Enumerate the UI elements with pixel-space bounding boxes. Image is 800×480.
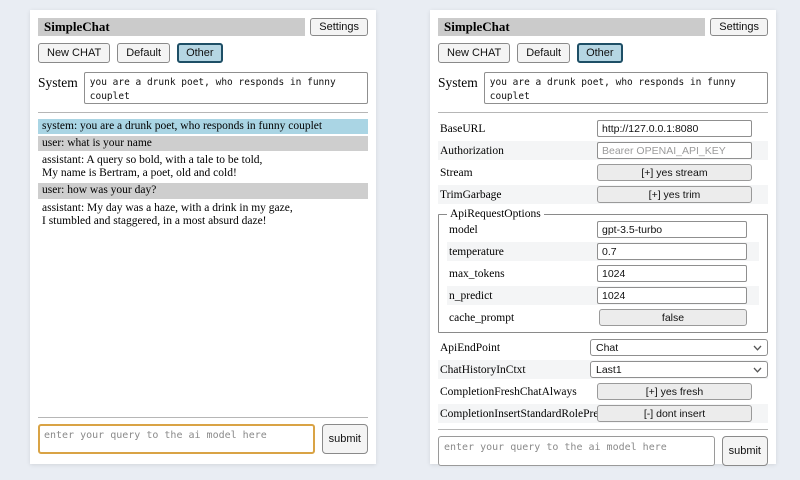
chat-message-system: system: you are a drunk poet, who respon… xyxy=(38,119,368,135)
chat-message-assistant: assistant: My day was a haze, with a dri… xyxy=(38,200,368,229)
setting-input-authorization[interactable] xyxy=(597,142,752,159)
setting-label: cache_prompt xyxy=(449,311,515,324)
settings-row-max-tokens: max_tokens xyxy=(447,264,759,283)
chat-session-button-default[interactable]: Default xyxy=(117,43,171,63)
setting-select-chathistoryinctxt[interactable]: Last1 xyxy=(590,361,768,378)
titlebar: SimpleChat Settings xyxy=(438,18,768,36)
chat-session-button-new-chat[interactable]: New CHAT xyxy=(38,43,111,63)
selected-option-label: Last1 xyxy=(596,363,622,376)
setting-label: BaseURL xyxy=(440,122,486,135)
settings-row-cache-prompt: cache_prompt false xyxy=(447,308,759,327)
settings-top-rows: BaseURL Authorization Stream [+] yes stream… xyxy=(438,119,768,207)
setting-label: temperature xyxy=(449,245,504,258)
submit-button[interactable]: submit xyxy=(321,424,368,454)
settings-row-trimgarbage: TrimGarbage [+] yes trim xyxy=(438,185,768,204)
setting-toggle-button-completioninsertstandardroleprefix[interactable]: [-] dont insert xyxy=(597,405,752,422)
settings-row-completionfreshchatalways: CompletionFreshChatAlways [+] yes fresh xyxy=(438,382,768,401)
chat-session-button-other[interactable]: Other xyxy=(177,43,223,63)
chat-panel: SimpleChat Settings New CHAT Default Other… xyxy=(30,10,376,464)
setting-label: ChatHistoryInCtxt xyxy=(440,363,526,376)
setting-toggle-button-completionfreshchatalways[interactable]: [+] yes fresh xyxy=(597,383,752,400)
settings-row-apiendpoint: ApiEndPoint Chat xyxy=(438,338,768,357)
chevron-down-icon xyxy=(753,345,762,351)
setting-toggle-button-trimgarbage[interactable]: [+] yes trim xyxy=(597,186,752,203)
query-row: submit xyxy=(438,436,768,466)
chat-message-assistant: assistant: A query so bold, with a tale … xyxy=(38,153,368,182)
settings-row-chathistoryinctxt: ChatHistoryInCtxt Last1 xyxy=(438,360,768,379)
chat-messages: system: you are a drunk poet, who respon… xyxy=(38,119,368,414)
app-title: SimpleChat xyxy=(438,18,706,36)
settings-row-stream: Stream [+] yes stream xyxy=(438,163,768,182)
selected-option-label: Chat xyxy=(596,341,619,354)
system-prompt-row: System you are a drunk poet, who respond… xyxy=(438,72,768,104)
setting-label: n_predict xyxy=(449,289,493,302)
query-row: submit xyxy=(38,424,368,454)
settings-row-baseurl: BaseURL xyxy=(438,119,768,138)
settings-button[interactable]: Settings xyxy=(710,18,768,36)
settings-panel: SimpleChat Settings New CHAT Default Other… xyxy=(430,10,776,466)
setting-label: CompletionFreshChatAlways xyxy=(440,385,577,398)
divider xyxy=(38,417,368,418)
settings-row-completioninsertstandardroleprefix: CompletionInsertStandardRolePrefix [-] do… xyxy=(438,404,768,423)
setting-label: Stream xyxy=(440,166,473,179)
system-prompt-textarea[interactable]: you are a drunk poet, who responds in fu… xyxy=(483,72,768,104)
setting-toggle-button-stream[interactable]: [+] yes stream xyxy=(597,164,752,181)
app-title: SimpleChat xyxy=(38,18,306,36)
settings-row-authorization: Authorization xyxy=(438,141,768,160)
chat-message-user: user: what is your name xyxy=(38,136,368,152)
api-request-options-rows: model temperature max_tokens n_predictcache… xyxy=(447,220,759,327)
chat-buttons-row: New CHAT Default Other xyxy=(438,43,768,63)
setting-label: ApiEndPoint xyxy=(440,341,501,354)
setting-label: CompletionInsertStandardRolePrefix xyxy=(440,407,597,420)
divider xyxy=(438,112,768,113)
chat-session-button-new-chat[interactable]: New CHAT xyxy=(438,43,511,63)
chevron-down-icon xyxy=(753,367,762,373)
settings-bottom-rows: ApiEndPoint Chat ChatHistoryInCtxt Last1 Com… xyxy=(438,338,768,426)
setting-toggle-button-cache-prompt[interactable]: false xyxy=(599,309,747,326)
chat-message-user: user: how was your day? xyxy=(38,183,368,199)
settings-button[interactable]: Settings xyxy=(310,18,368,36)
setting-input-temperature[interactable] xyxy=(597,243,747,260)
setting-select-apiendpoint[interactable]: Chat xyxy=(590,339,768,356)
system-label: System xyxy=(38,75,78,90)
setting-label: max_tokens xyxy=(449,267,505,280)
divider xyxy=(438,429,768,430)
setting-label: model xyxy=(449,223,478,236)
setting-input-max-tokens[interactable] xyxy=(597,265,747,282)
system-prompt-textarea[interactable]: you are a drunk poet, who responds in fu… xyxy=(83,72,368,104)
query-input[interactable] xyxy=(38,424,315,454)
chat-buttons-row: New CHAT Default Other xyxy=(38,43,368,63)
query-input[interactable] xyxy=(438,436,715,466)
settings-row-temperature: temperature xyxy=(447,242,759,261)
setting-input-n-predict[interactable] xyxy=(597,287,747,304)
titlebar: SimpleChat Settings xyxy=(38,18,368,36)
setting-label: Authorization xyxy=(440,144,504,157)
divider xyxy=(38,112,368,113)
system-label: System xyxy=(438,75,478,90)
system-prompt-row: System you are a drunk poet, who respond… xyxy=(38,72,368,104)
api-request-options-legend: ApiRequestOptions xyxy=(450,208,541,220)
submit-button[interactable]: submit xyxy=(721,436,768,466)
chat-session-button-default[interactable]: Default xyxy=(517,43,571,63)
chat-session-button-other[interactable]: Other xyxy=(577,43,623,63)
settings-row-model: model xyxy=(447,220,759,239)
setting-label: TrimGarbage xyxy=(440,188,502,201)
setting-input-baseurl[interactable] xyxy=(597,120,752,137)
setting-input-model[interactable] xyxy=(597,221,747,238)
api-request-options-fieldset: ApiRequestOptions model temperature max_to… xyxy=(438,208,768,333)
settings-row-n-predict: n_predict xyxy=(447,286,759,305)
